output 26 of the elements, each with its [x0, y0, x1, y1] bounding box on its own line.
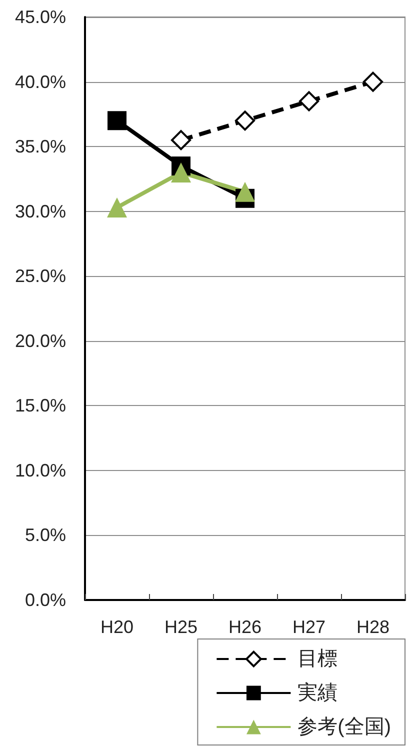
point: [363, 72, 383, 92]
point: [299, 91, 319, 112]
y-tick-label: 20.0%: [14, 330, 66, 351]
legend-label: 参考(全国): [298, 716, 392, 738]
x-tick-label: H27: [292, 617, 326, 637]
y-tick-label: 10.0%: [14, 460, 66, 480]
point: [235, 110, 255, 131]
x-tick-label: H25: [164, 617, 198, 637]
x-tick-label: H28: [356, 617, 390, 637]
point: [107, 197, 127, 218]
x-tick-label: H20: [100, 617, 134, 637]
y-tick-label: 35.0%: [14, 136, 66, 157]
y-tick-label: 25.0%: [14, 266, 66, 286]
point: [108, 111, 126, 130]
point: [235, 182, 255, 202]
y-tick-label: 5.0%: [24, 525, 66, 546]
point: [171, 162, 191, 182]
y-tick-label: 30.0%: [14, 201, 66, 222]
y-tick-label: 40.0%: [14, 72, 66, 92]
y-tick-label: 0.0%: [24, 590, 66, 610]
y-tick-label: 15.0%: [14, 396, 66, 416]
legend-label: 目標: [298, 648, 338, 670]
legend-label: 実績: [298, 681, 338, 704]
y-tick-label: 45.0%: [14, 7, 66, 27]
x-tick-label: H26: [228, 617, 262, 637]
point: [171, 130, 191, 150]
